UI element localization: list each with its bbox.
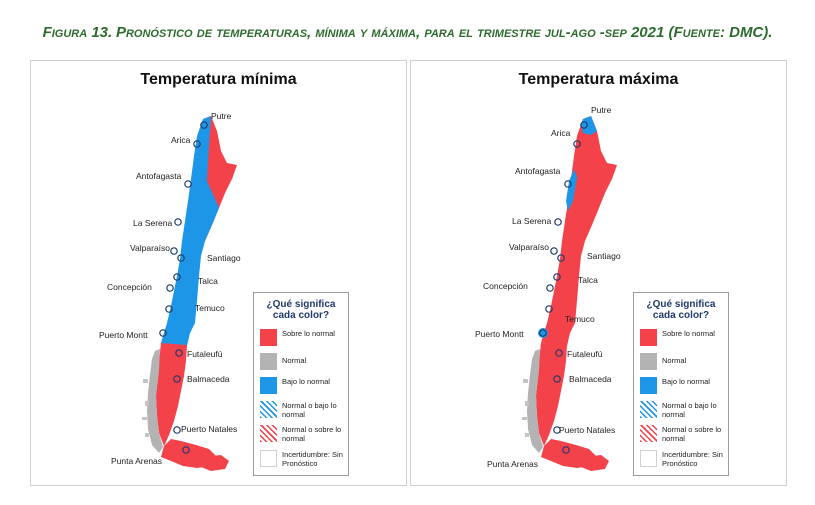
chile-map-minimum: [142, 116, 237, 471]
legend-label: Normal o sobre lo normal: [282, 425, 342, 443]
city-arica: Arica: [171, 135, 191, 145]
legend-maximum: ¿Qué significa cada color? Sobre lo norm…: [633, 292, 729, 476]
legend-swatch-red: [260, 329, 277, 346]
archipelago-islands: [522, 379, 529, 437]
chile-map-maximum: [522, 116, 617, 471]
legend-swatch-hatched-red: [640, 425, 657, 442]
legend-swatch-blue: [640, 377, 657, 394]
city-putre: Putre: [211, 111, 232, 121]
city-balmaceda: Balmaceda: [569, 374, 612, 384]
city-punta-arenas: Punta Arenas: [111, 456, 163, 466]
map-panel-maximum: Temperatura máxima: [410, 60, 787, 486]
legend-swatch-white: [640, 450, 657, 467]
region-aysen-above-normal: [536, 343, 567, 446]
city-santiago: Santiago: [587, 251, 621, 261]
legend-swatch-hatched-blue: [640, 401, 657, 418]
city-valparaiso: Valparaíso: [509, 242, 550, 252]
region-antofagasta-coast-below-normal: [566, 169, 577, 211]
region-putre-below-normal: [581, 116, 597, 135]
legend-label: Sobre lo normal: [282, 329, 335, 338]
legend-label: Sobre lo normal: [662, 329, 715, 338]
legend-swatch-gray: [260, 353, 277, 370]
city-concepcion: Concepción: [107, 282, 152, 292]
map-title-minimum: Temperatura mínima: [140, 71, 297, 88]
city-markers: [159, 121, 208, 454]
legend-label: Bajo lo normal: [662, 377, 710, 386]
city-concepcion: Concepción: [483, 281, 528, 291]
city-markers: [539, 121, 588, 454]
city-balmaceda: Balmaceda: [187, 374, 230, 384]
region-tierra-del-fuego-above-normal: [201, 455, 229, 471]
city-valparaiso: Valparaíso: [130, 243, 171, 253]
city-antofagasta: Antofagasta: [515, 166, 561, 176]
city-la-serena: La Serena: [133, 218, 173, 228]
legend-swatch-gray: [640, 353, 657, 370]
region-archipelago-normal: [527, 349, 543, 453]
legend-label: Normal o bajo lo normal: [282, 401, 337, 419]
city-futaleufu: Futaleufú: [567, 349, 603, 359]
region-aysen-above-normal: [156, 343, 187, 446]
city-puerto-natales: Puerto Natales: [559, 425, 616, 435]
legend-title: ¿Qué significa cada color?: [266, 299, 336, 321]
legend-label: Normal: [662, 356, 687, 365]
legend-swatch-white: [260, 450, 277, 467]
city-talca: Talca: [578, 275, 598, 285]
figure-caption-text: Pronóstico de temperaturas, mínima y máx…: [115, 24, 773, 41]
figure-caption: Figura 13. Pronóstico de temperaturas, m…: [0, 24, 815, 41]
figure-label: Figura 13.: [42, 24, 113, 41]
city-temuco: Temuco: [565, 314, 595, 324]
legend-title: ¿Qué significa cada color?: [646, 299, 716, 321]
city-puerto-montt: Puerto Montt: [99, 330, 148, 340]
map-title-maximum: Temperatura máxima: [518, 71, 679, 88]
legend-label: Incertidumbre: Sin Pronóstico: [282, 450, 343, 468]
city-la-serena: La Serena: [512, 216, 552, 226]
city-antofagasta: Antofagasta: [136, 171, 182, 181]
map-panel-minimum: Temperatura mínima: [30, 60, 407, 486]
region-central-below-normal: [161, 323, 195, 346]
legend-label: Bajo lo normal: [282, 377, 330, 386]
city-santiago: Santiago: [207, 253, 241, 263]
region-tierra-del-fuego-above-normal: [581, 455, 609, 471]
region-country-above-normal: [541, 116, 617, 346]
legend-label: Incertidumbre: Sin Pronóstico: [662, 450, 723, 468]
city-puerto-natales: Puerto Natales: [181, 424, 238, 434]
region-archipelago-normal: [147, 349, 163, 453]
legend-label: Normal: [282, 356, 307, 365]
city-puerto-montt: Puerto Montt: [475, 329, 524, 339]
legend-minimum: ¿Qué significa cada color? Sobre lo norm…: [253, 292, 349, 476]
city-temuco: Temuco: [195, 303, 225, 313]
city-punta-arenas: Punta Arenas: [487, 459, 539, 469]
city-talca: Talca: [198, 276, 218, 286]
legend-swatch-hatched-blue: [260, 401, 277, 418]
legend-swatch-hatched-red: [260, 425, 277, 442]
region-north-coast-below-normal: [167, 116, 219, 323]
city-putre: Putre: [591, 105, 612, 115]
legend-swatch-blue: [260, 377, 277, 394]
archipelago-islands: [142, 379, 149, 437]
city-arica: Arica: [551, 128, 571, 138]
legend-swatch-red: [640, 329, 657, 346]
city-futaleufu: Futaleufú: [187, 349, 223, 359]
legend-label: Normal o sobre lo normal: [662, 425, 722, 443]
legend-label: Normal o bajo lo normal: [662, 401, 717, 419]
